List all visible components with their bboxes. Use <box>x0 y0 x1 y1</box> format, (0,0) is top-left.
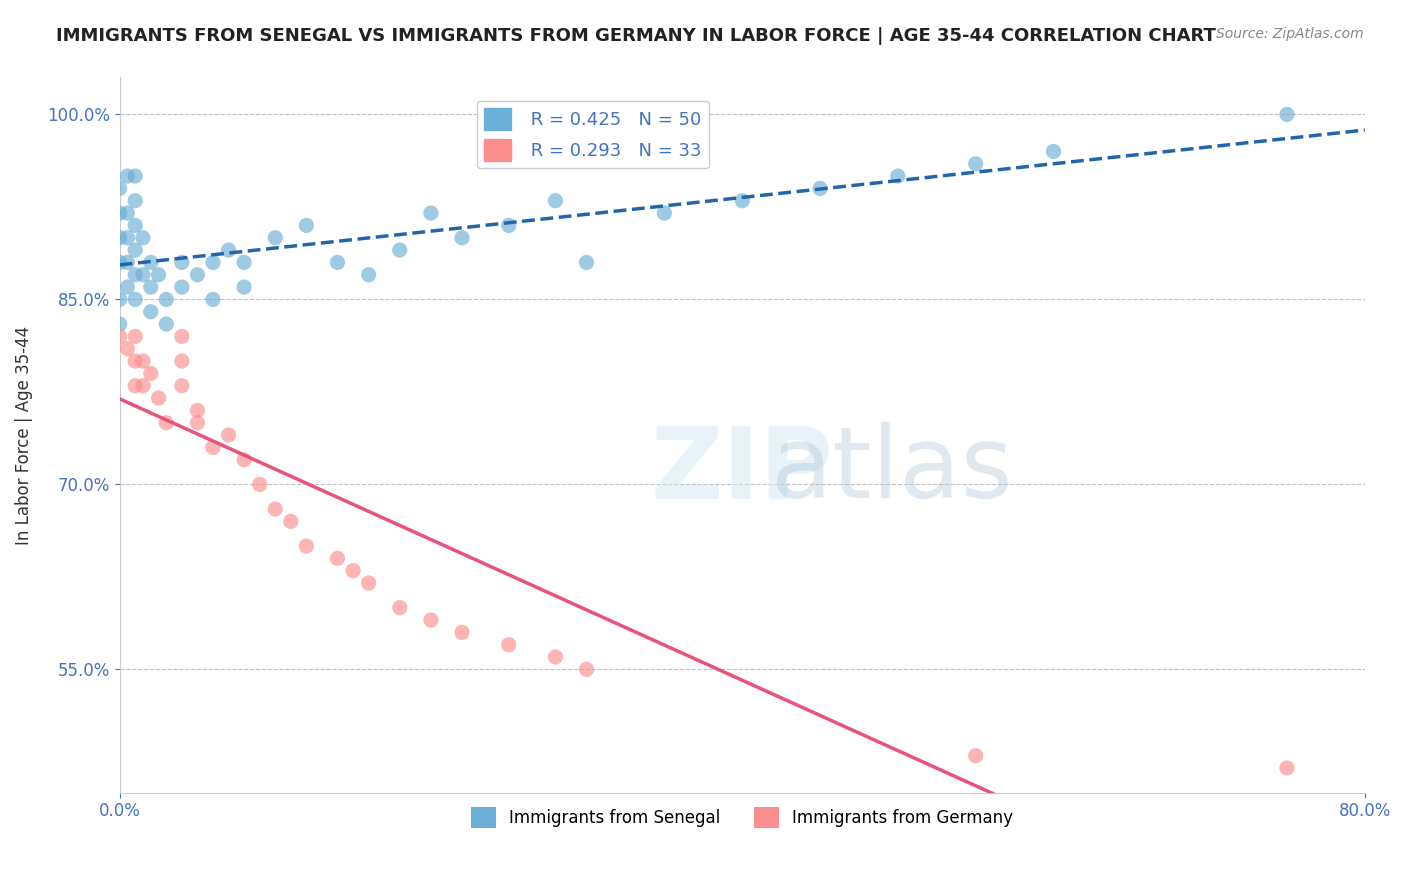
Point <box>233 452 256 467</box>
Point <box>887 169 910 183</box>
Point <box>201 293 224 307</box>
Point <box>132 231 155 245</box>
Point <box>117 255 139 269</box>
Point <box>295 539 318 553</box>
Point <box>451 625 474 640</box>
Point <box>108 317 131 331</box>
Point <box>186 416 208 430</box>
Point <box>575 255 598 269</box>
Point <box>124 329 146 343</box>
Point <box>498 638 520 652</box>
Point <box>575 662 598 676</box>
Point <box>280 514 302 528</box>
Legend: Immigrants from Senegal, Immigrants from Germany: Immigrants from Senegal, Immigrants from… <box>464 801 1019 834</box>
Point <box>139 304 162 318</box>
Point <box>808 181 831 195</box>
Point <box>170 280 193 294</box>
Point <box>264 231 287 245</box>
Point <box>388 600 411 615</box>
Point <box>357 576 380 591</box>
Point <box>419 206 441 220</box>
Point <box>124 354 146 368</box>
Point <box>965 157 987 171</box>
Point <box>249 477 271 491</box>
Point <box>117 206 139 220</box>
Point <box>186 268 208 282</box>
Y-axis label: In Labor Force | Age 35-44: In Labor Force | Age 35-44 <box>15 326 32 545</box>
Point <box>155 416 177 430</box>
Point <box>170 378 193 392</box>
Point <box>233 280 256 294</box>
Point <box>295 219 318 233</box>
Point <box>148 391 170 405</box>
Point <box>155 317 177 331</box>
Point <box>124 268 146 282</box>
Point <box>326 255 349 269</box>
Point <box>108 255 131 269</box>
Point <box>132 268 155 282</box>
Text: Source: ZipAtlas.com: Source: ZipAtlas.com <box>1216 27 1364 41</box>
Point <box>108 329 131 343</box>
Point <box>170 354 193 368</box>
Point <box>731 194 754 208</box>
Text: atlas: atlas <box>770 422 1012 519</box>
Point <box>124 243 146 257</box>
Point <box>117 280 139 294</box>
Point <box>326 551 349 566</box>
Point <box>124 169 146 183</box>
Point <box>186 403 208 417</box>
Point <box>498 219 520 233</box>
Point <box>155 293 177 307</box>
Point <box>117 169 139 183</box>
Point <box>451 231 474 245</box>
Point <box>654 206 676 220</box>
Point <box>357 268 380 282</box>
Point <box>170 329 193 343</box>
Point <box>117 342 139 356</box>
Point <box>264 502 287 516</box>
Point <box>108 181 131 195</box>
Point <box>1275 107 1298 121</box>
Point <box>139 280 162 294</box>
Point <box>124 293 146 307</box>
Point <box>544 194 567 208</box>
Point <box>170 255 193 269</box>
Point <box>148 268 170 282</box>
Point <box>201 255 224 269</box>
Point <box>218 428 240 442</box>
Point <box>544 650 567 665</box>
Point <box>124 378 146 392</box>
Point <box>139 255 162 269</box>
Point <box>1275 761 1298 775</box>
Point <box>108 206 131 220</box>
Point <box>342 564 364 578</box>
Point <box>1042 145 1064 159</box>
Point <box>388 243 411 257</box>
Point <box>139 367 162 381</box>
Point <box>419 613 441 627</box>
Point <box>124 194 146 208</box>
Point <box>124 219 146 233</box>
Point <box>132 354 155 368</box>
Point <box>132 378 155 392</box>
Point <box>201 441 224 455</box>
Point <box>108 293 131 307</box>
Point <box>965 748 987 763</box>
Point <box>108 231 131 245</box>
Point <box>218 243 240 257</box>
Point <box>117 231 139 245</box>
Text: IMMIGRANTS FROM SENEGAL VS IMMIGRANTS FROM GERMANY IN LABOR FORCE | AGE 35-44 CO: IMMIGRANTS FROM SENEGAL VS IMMIGRANTS FR… <box>56 27 1216 45</box>
Text: ZIP: ZIP <box>651 422 834 519</box>
Point <box>233 255 256 269</box>
